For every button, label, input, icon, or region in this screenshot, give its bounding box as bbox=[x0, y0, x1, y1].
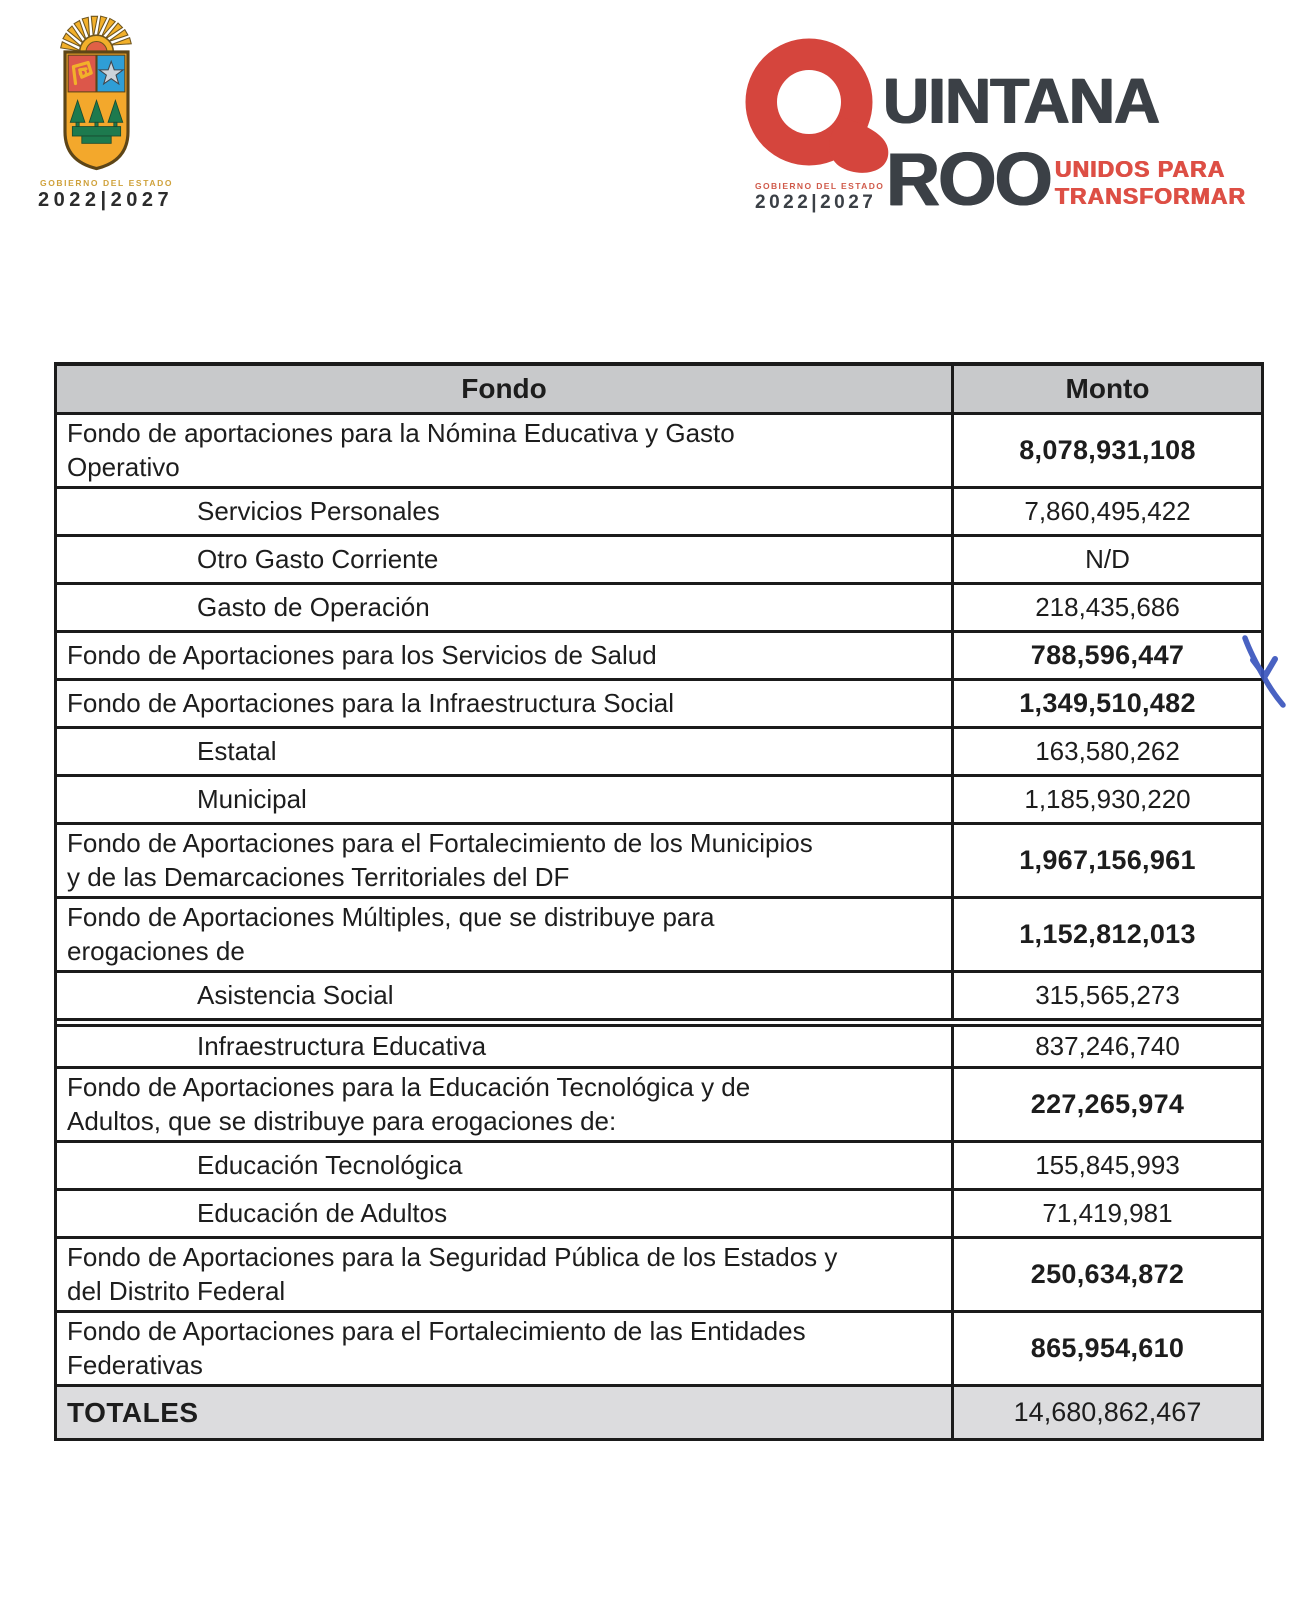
fund-amount: 1,967,156,961 bbox=[1019, 845, 1196, 875]
table-row: Estatal 163,580,262 bbox=[57, 726, 1261, 774]
logo-word-roo: ROO bbox=[886, 137, 1053, 221]
table-row: Educación Tecnológica 155,845,993 bbox=[57, 1140, 1261, 1188]
sub-item-amount: 71,419,981 bbox=[1042, 1198, 1173, 1228]
sub-item-amount: 315,565,273 bbox=[1035, 980, 1180, 1010]
logo-word-uintana: UINTANA bbox=[883, 65, 1160, 137]
sub-item-amount: 7,860,495,422 bbox=[1024, 496, 1191, 526]
fund-label: Fondo de aportaciones para la Nómina Edu… bbox=[57, 415, 954, 486]
sub-item-amount: N/D bbox=[1085, 544, 1130, 574]
quintana-roo-logo: UINTANA ROO UNIDOS PARA TRANSFORMAR GOBI… bbox=[733, 30, 1253, 230]
q-mark-icon bbox=[745, 38, 889, 173]
logo-caption: GOBIERNO DEL ESTADO bbox=[755, 181, 885, 191]
table-row-totals: TOTALES 14,680,862,467 bbox=[57, 1384, 1261, 1438]
logo-caption-block: GOBIERNO DEL ESTADO 2022|2027 bbox=[755, 181, 884, 214]
fund-amount: 227,265,974 bbox=[1030, 1089, 1185, 1119]
fund-amount: 1,349,510,482 bbox=[1019, 688, 1196, 718]
sub-item-label: Servicios Personales bbox=[57, 489, 954, 534]
sub-item-amount: 837,246,740 bbox=[1035, 1031, 1180, 1061]
sub-item-label: Educación de Adultos bbox=[57, 1191, 954, 1236]
fund-label: Fondo de Aportaciones para el Fortalecim… bbox=[57, 1313, 954, 1384]
sub-item-amount: 155,845,993 bbox=[1035, 1150, 1180, 1180]
sub-item-amount: 218,435,686 bbox=[1035, 592, 1180, 622]
sub-item-label: Infraestructura Educativa bbox=[57, 1027, 954, 1066]
logo-tagline-line2: TRANSFORMAR bbox=[1055, 183, 1247, 209]
funds-table: Fondo Monto Fondo de aportaciones para l… bbox=[54, 362, 1264, 1441]
fund-label: Fondo de Aportaciones para el Fortalecim… bbox=[57, 825, 954, 896]
table-row: Asistencia Social 315,565,273 bbox=[57, 970, 1261, 1018]
fund-amount: 1,152,812,013 bbox=[1019, 919, 1196, 949]
sub-item-label: Otro Gasto Corriente bbox=[57, 537, 954, 582]
table-row: Infraestructura Educativa 837,246,740 bbox=[57, 1018, 1261, 1066]
table-row: Fondo de Aportaciones para el Fortalecim… bbox=[57, 822, 1261, 896]
sub-item-label: Educación Tecnológica bbox=[57, 1143, 954, 1188]
table-row: Fondo de Aportaciones para la Educación … bbox=[57, 1066, 1261, 1140]
sub-item-amount: 1,185,930,220 bbox=[1024, 784, 1191, 814]
totals-label: TOTALES bbox=[57, 1387, 954, 1438]
column-header-monto: Monto bbox=[1065, 373, 1150, 404]
fund-amount: 788,596,447 bbox=[1030, 640, 1185, 670]
state-seal-icon bbox=[60, 15, 132, 171]
table-row: Fondo de Aportaciones para el Fortalecim… bbox=[57, 1310, 1261, 1384]
fund-label: Fondo de Aportaciones para los Servicios… bbox=[57, 633, 954, 678]
table-row: Gasto de Operación 218,435,686 bbox=[57, 582, 1261, 630]
fund-label: Fondo de Aportaciones Múltiples, que se … bbox=[57, 899, 954, 970]
sub-item-amount: 163,580,262 bbox=[1035, 736, 1180, 766]
fund-amount: 865,954,610 bbox=[1030, 1333, 1185, 1363]
logo-tagline-line1: UNIDOS PARA bbox=[1055, 156, 1226, 182]
table-row: Servicios Personales 7,860,495,422 bbox=[57, 486, 1261, 534]
state-seal: GOBIERNO DEL ESTADO 2022|2027 bbox=[30, 14, 220, 212]
fund-amount: 8,078,931,108 bbox=[1019, 435, 1196, 465]
table-row: Otro Gasto Corriente N/D bbox=[57, 534, 1261, 582]
table-header-row: Fondo Monto bbox=[57, 366, 1261, 412]
fund-label: Fondo de Aportaciones para la Educación … bbox=[57, 1069, 954, 1140]
column-header-fondo: Fondo bbox=[57, 366, 954, 412]
sub-item-label: Gasto de Operación bbox=[57, 585, 954, 630]
table-row: Fondo de Aportaciones para la Infraestru… bbox=[57, 678, 1261, 726]
fund-amount: 250,634,872 bbox=[1030, 1259, 1185, 1289]
table-row: Fondo de aportaciones para la Nómina Edu… bbox=[57, 412, 1261, 486]
sub-item-label: Asistencia Social bbox=[57, 973, 954, 1018]
seal-caption: GOBIERNO DEL ESTADO bbox=[40, 178, 174, 188]
table-row: Fondo de Aportaciones para la Seguridad … bbox=[57, 1236, 1261, 1310]
fund-label: Fondo de Aportaciones para la Seguridad … bbox=[57, 1239, 954, 1310]
logo-tagline: UNIDOS PARA TRANSFORMAR bbox=[1055, 156, 1246, 210]
sub-item-label: Municipal bbox=[57, 777, 954, 822]
sub-item-label: Estatal bbox=[57, 729, 954, 774]
table-row: Fondo de Aportaciones para los Servicios… bbox=[57, 630, 1261, 678]
pen-checkmark-annotation bbox=[1242, 635, 1286, 708]
fund-label: Fondo de Aportaciones para la Infraestru… bbox=[57, 681, 954, 726]
seal-years: 2022|2027 bbox=[38, 189, 174, 211]
table-row: Fondo de Aportaciones Múltiples, que se … bbox=[57, 896, 1261, 970]
table-row: Educación de Adultos 71,419,981 bbox=[57, 1188, 1261, 1236]
table-row: Municipal 1,185,930,220 bbox=[57, 774, 1261, 822]
logo-years: 2022|2027 bbox=[755, 192, 877, 213]
totals-amount: 14,680,862,467 bbox=[1013, 1397, 1202, 1427]
